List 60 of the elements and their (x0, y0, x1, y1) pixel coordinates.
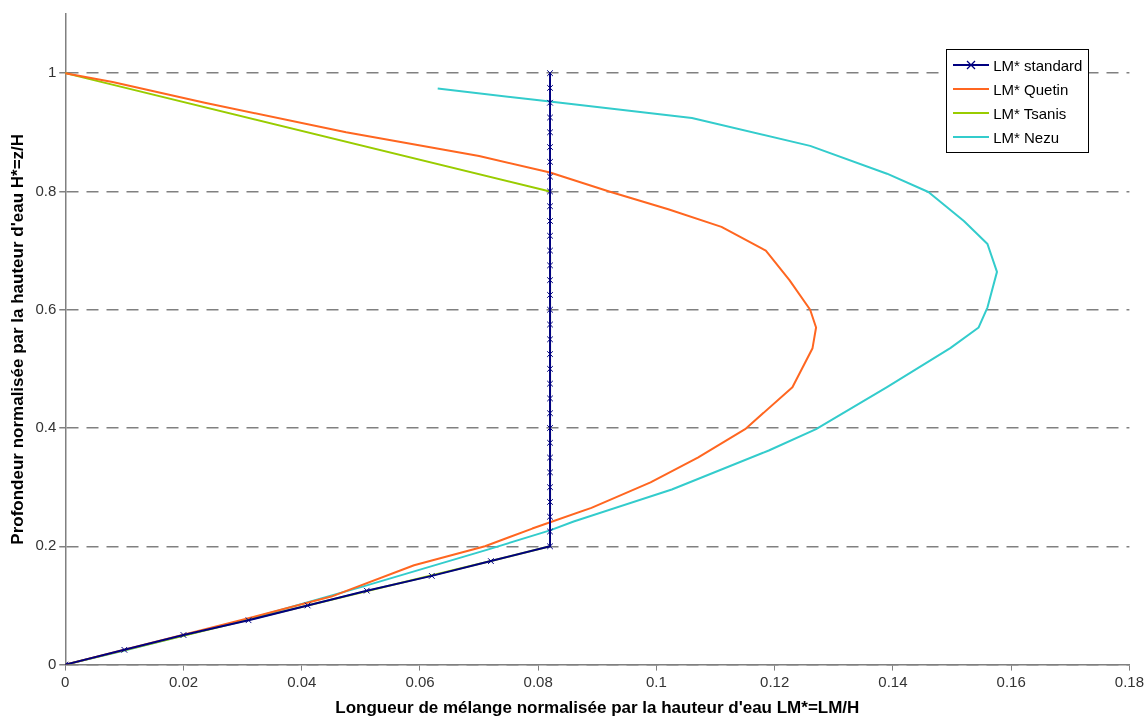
point (546, 173, 554, 180)
y-axis-title: Profondeur normalisée par la hauteur d'eau H*=z/H (7, 133, 27, 545)
x-tick-label: 0.14 (878, 672, 908, 690)
x-tick-label: 0.02 (168, 672, 199, 690)
point (546, 542, 554, 550)
point (546, 365, 554, 373)
point (546, 395, 554, 402)
point (245, 616, 252, 624)
point (546, 188, 554, 195)
point (546, 321, 554, 328)
y-tick-label: 0.4 (35, 418, 57, 436)
y-tick-label: 0 (47, 654, 57, 672)
point (546, 99, 554, 107)
x-tick-label: 0.12 (760, 672, 790, 690)
legend-label: LM* standard (993, 56, 1083, 74)
legend-label: LM* Nezu (993, 128, 1060, 146)
x-tick-label: 0.16 (996, 672, 1026, 690)
point (121, 646, 128, 654)
x-axis-title: Longueur de mélange normalisée par la hauteur d'eau LM*=LM/H (335, 698, 860, 718)
x-tick-label: 0.06 (405, 672, 435, 690)
y-tick-label: 0.6 (35, 299, 57, 317)
x-tick-label: 0.04 (287, 672, 317, 690)
point (546, 114, 554, 121)
y-tick-label: 0.8 (35, 181, 57, 199)
point (487, 557, 495, 565)
point (546, 483, 554, 491)
point (546, 202, 554, 210)
point (546, 158, 554, 166)
point (546, 262, 554, 269)
x-tick-label: 0 (61, 672, 70, 690)
point (546, 513, 554, 521)
point (180, 631, 187, 639)
point (546, 409, 554, 417)
point (546, 247, 554, 254)
x-tick-label: 0.18 (1114, 672, 1144, 690)
point (546, 291, 554, 299)
legend-label: LM* Tsanis (993, 104, 1067, 122)
point (546, 232, 554, 240)
point (428, 572, 436, 580)
point (546, 454, 554, 461)
point (546, 143, 554, 151)
x-tick-label: 0.08 (523, 672, 553, 690)
point (546, 69, 554, 77)
point (304, 602, 311, 609)
x-tick-label: 0.1 (646, 672, 667, 690)
point (546, 84, 554, 92)
y-tick-label: 1 (47, 63, 57, 81)
point (546, 350, 554, 358)
legend-label: LM* Quetin (993, 80, 1069, 98)
point (546, 276, 554, 284)
point (546, 528, 554, 535)
point (546, 469, 554, 476)
point (546, 439, 554, 447)
y-tick-label: 0.2 (35, 536, 57, 554)
point (363, 587, 371, 594)
point (546, 498, 554, 506)
point (546, 380, 554, 387)
point (546, 128, 554, 136)
point (546, 306, 554, 314)
point (546, 335, 554, 343)
